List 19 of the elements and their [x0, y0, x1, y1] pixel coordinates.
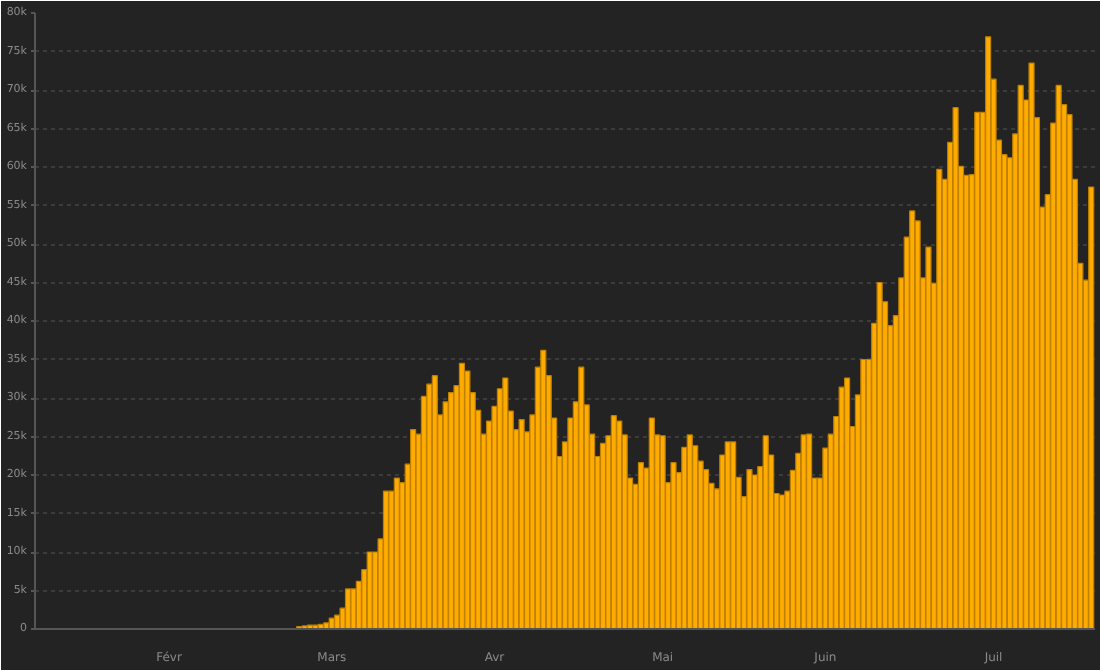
bar [518, 418, 525, 629]
bar [350, 588, 357, 629]
bar [502, 377, 509, 629]
bar [464, 370, 471, 629]
bar [1028, 62, 1035, 629]
bar [860, 358, 867, 629]
bar [925, 246, 932, 629]
bar [426, 383, 433, 629]
bar [974, 111, 981, 629]
bar [578, 366, 585, 629]
bar [952, 107, 959, 629]
bar [876, 281, 883, 629]
bar [936, 168, 943, 629]
bar [963, 174, 970, 629]
bar [746, 469, 753, 629]
bar [540, 349, 547, 629]
bar [1088, 186, 1095, 629]
bar [616, 420, 623, 629]
bar [670, 462, 677, 629]
